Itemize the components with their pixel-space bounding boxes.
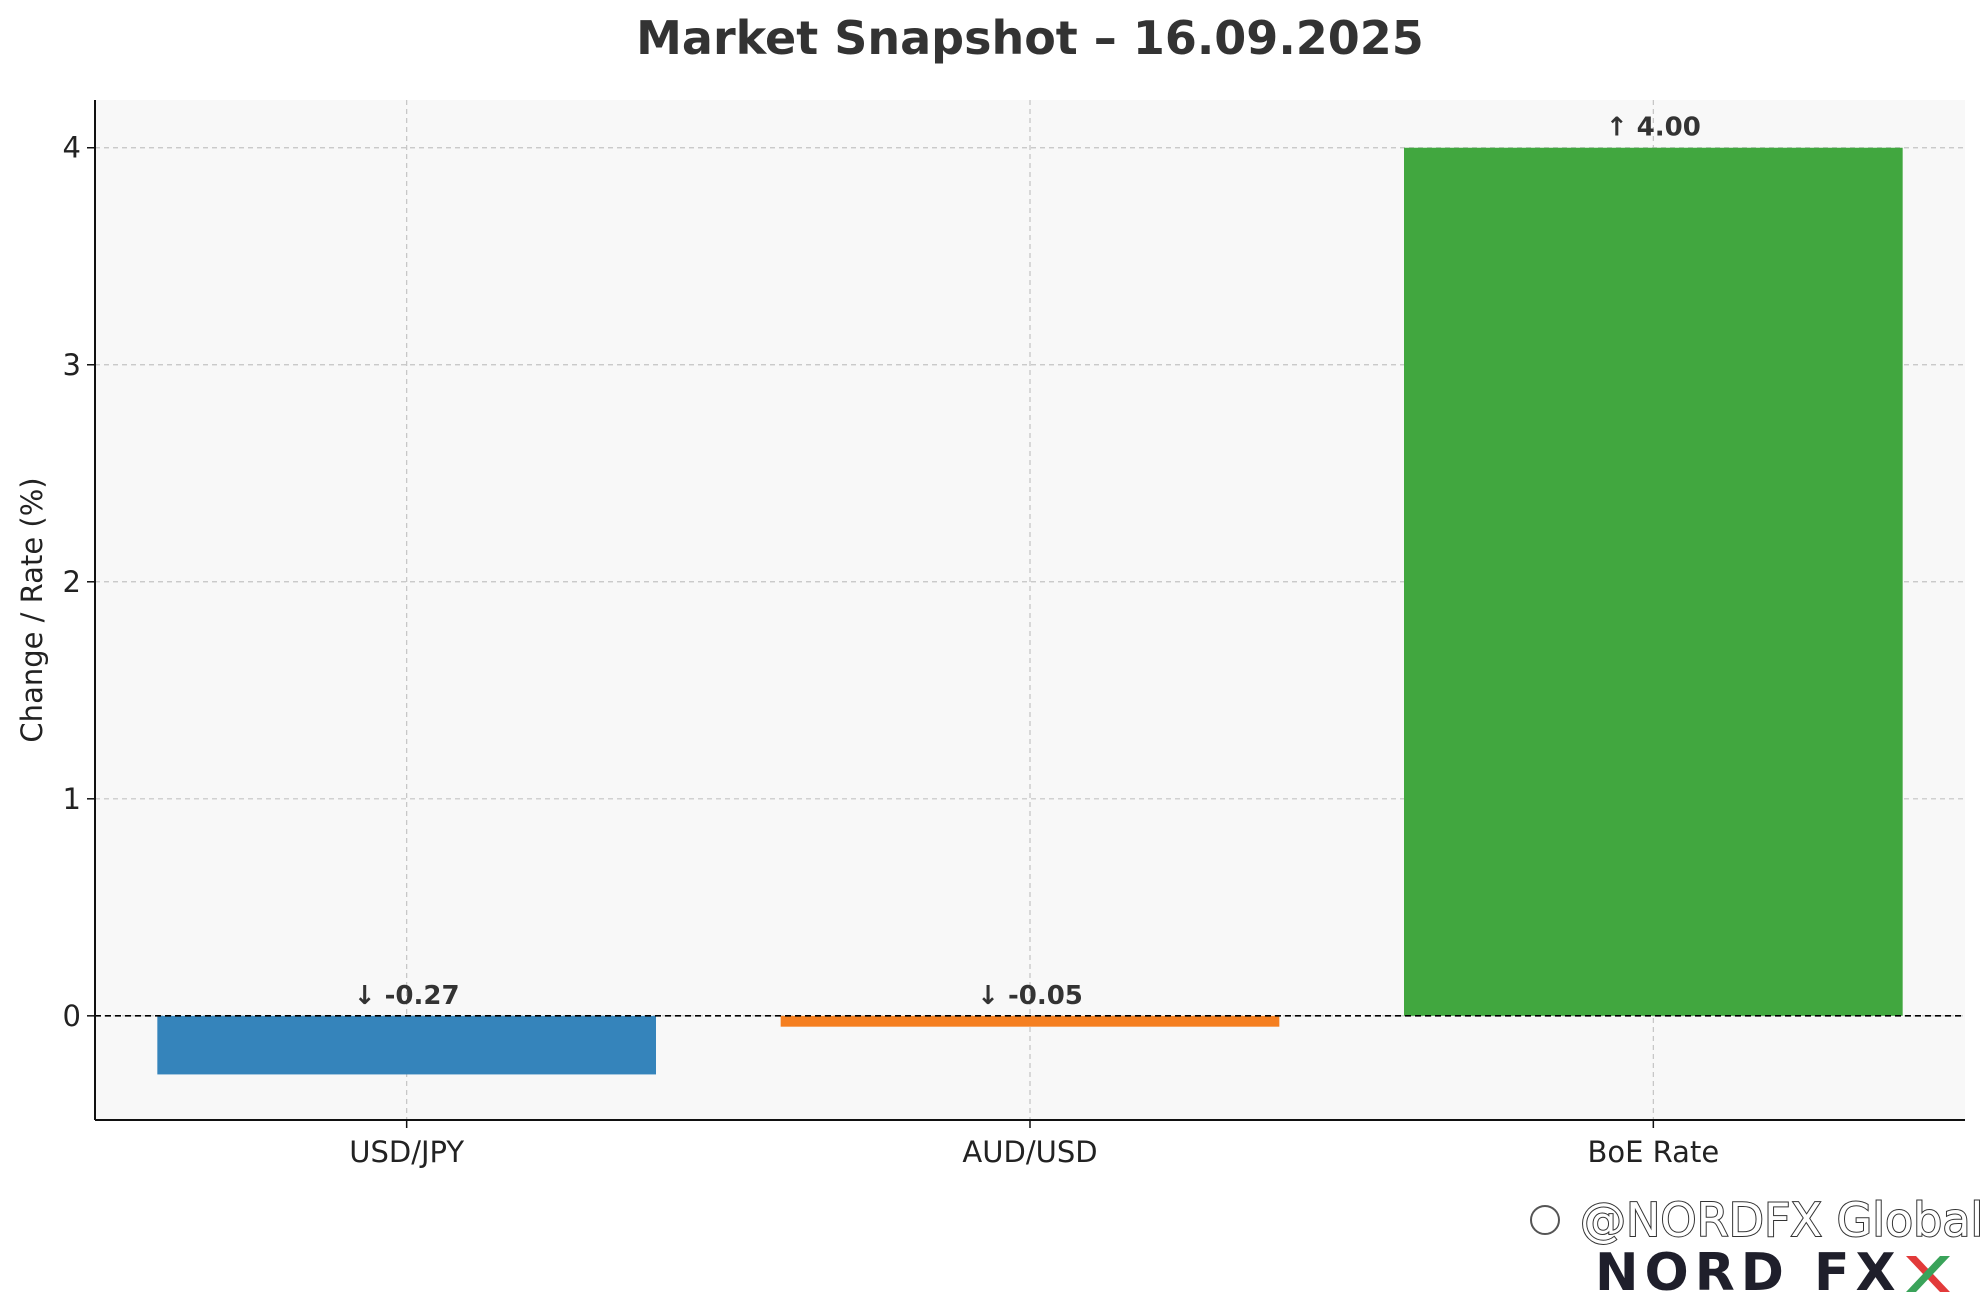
watermark-handle: @NORDFX Global (1580, 1193, 1980, 1247)
bar (157, 1015, 657, 1075)
y-tick-label: 2 (63, 565, 81, 599)
x-tick-label: AUD/USD (962, 1135, 1097, 1169)
x-tick-label: BoE Rate (1587, 1135, 1719, 1169)
bars (157, 147, 1903, 1075)
watermark: @NORDFX Global NORD FX (1528, 1192, 1980, 1303)
y-tick-label: 1 (63, 782, 81, 816)
data-label: ↑ 4.00 (1606, 113, 1701, 143)
y-tick-label: 4 (63, 131, 81, 165)
data-labels: ↓ -0.27 ↓ -0.05 ↑ 4.00 (354, 113, 1701, 1011)
data-label: ↓ -0.27 (354, 981, 460, 1011)
y-tick-label: 0 (63, 999, 81, 1033)
social-icon (1528, 1203, 1562, 1237)
bar (780, 1015, 1280, 1027)
logo-text: NORD FX (1595, 1243, 1902, 1303)
y-ticks: 0 1 2 3 4 (63, 131, 95, 1033)
logo-x-icon (1906, 1256, 1950, 1292)
y-axis-label: Change / Rate (%) (15, 477, 49, 742)
bar (1404, 147, 1903, 1016)
nordfx-logo: NORD FX (1595, 1243, 1950, 1303)
chart-title: Market Snapshot – 16.09.2025 (636, 11, 1424, 65)
data-label: ↓ -0.05 (977, 981, 1083, 1011)
x-ticks: USD/JPY AUD/USD BoE Rate (349, 1120, 1719, 1169)
y-tick-label: 3 (63, 348, 81, 382)
x-tick-label: USD/JPY (349, 1135, 464, 1169)
